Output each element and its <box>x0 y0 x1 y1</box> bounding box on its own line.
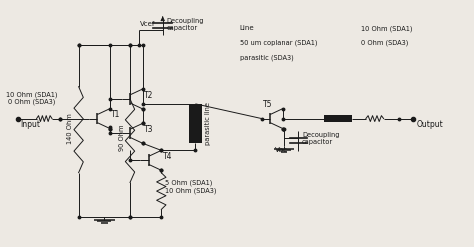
Text: Vcef: Vcef <box>140 21 155 27</box>
Text: 0 Ohm (SDA3): 0 Ohm (SDA3) <box>361 40 409 46</box>
Text: 5 Ohm (SDA1)
10 Ohm (SDA3): 5 Ohm (SDA1) 10 Ohm (SDA3) <box>165 180 217 194</box>
Text: 10 Ohm (SDA1)
0 Ohm (SDA3): 10 Ohm (SDA1) 0 Ohm (SDA3) <box>6 91 58 105</box>
Text: T4: T4 <box>163 152 172 161</box>
Text: Line: Line <box>240 25 255 31</box>
Text: T1: T1 <box>111 110 121 119</box>
Text: T3: T3 <box>144 125 154 134</box>
Text: 10 Ohm (SDA1): 10 Ohm (SDA1) <box>361 25 413 32</box>
Text: 50 um coplanar (SDA1): 50 um coplanar (SDA1) <box>240 40 317 46</box>
Text: Vbc: Vbc <box>275 147 288 153</box>
Text: T2: T2 <box>144 91 154 100</box>
Text: parasitic (SDA3): parasitic (SDA3) <box>240 55 293 61</box>
Text: Input: Input <box>20 120 40 129</box>
Text: 90 Ohm: 90 Ohm <box>118 125 125 151</box>
Bar <box>189 104 202 143</box>
Text: T5: T5 <box>263 100 273 109</box>
Text: Decoupling
capacitor: Decoupling capacitor <box>302 132 339 145</box>
Bar <box>324 115 352 122</box>
Text: Output: Output <box>416 120 443 129</box>
Text: Decoupling
capacitor: Decoupling capacitor <box>166 18 204 31</box>
Text: 140 Ohm: 140 Ohm <box>67 113 73 144</box>
Text: parasitic line: parasitic line <box>205 102 211 145</box>
